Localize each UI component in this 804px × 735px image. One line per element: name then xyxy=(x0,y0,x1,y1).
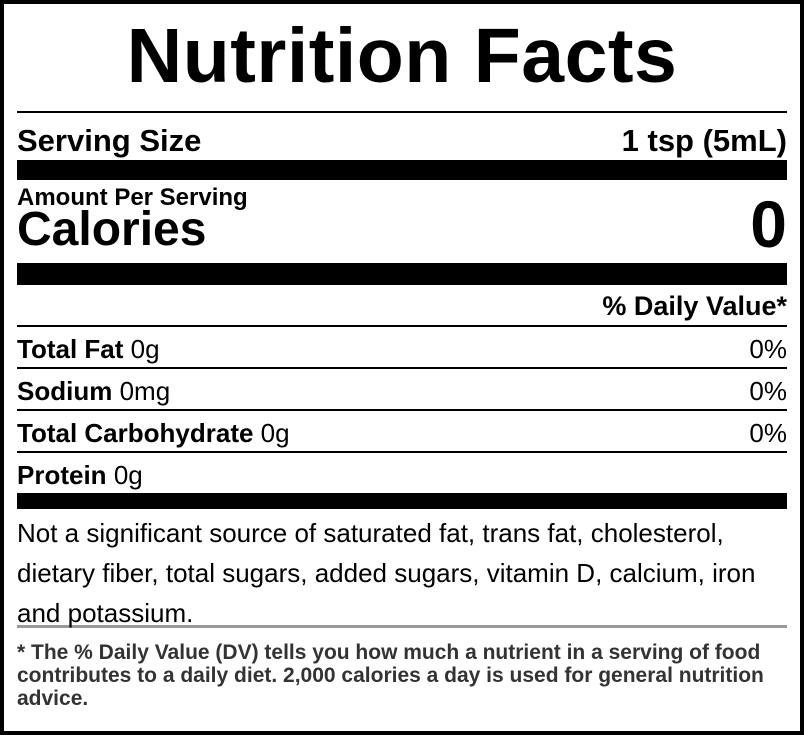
divider xyxy=(17,625,787,628)
nutrient-row: Total Fat 0g 0% xyxy=(17,327,787,369)
serving-size-value: 1 tsp (5mL) xyxy=(621,123,787,158)
nutrient-amount: 0g xyxy=(260,418,290,448)
serving-size-row: Serving Size 1 tsp (5mL) xyxy=(17,113,787,160)
nutrient-amount: 0mg xyxy=(119,376,171,406)
divider xyxy=(17,111,787,113)
nutrient-name: Total Carbohydrate xyxy=(17,418,254,448)
thick-divider xyxy=(17,493,787,509)
amount-per-serving: Amount Per Serving xyxy=(17,184,248,211)
daily-value-footnote: * The % Daily Value (DV) tells you how m… xyxy=(17,641,764,710)
not-significant-note: Not a significant source of saturated fa… xyxy=(17,518,756,628)
nutrient-dv: 0% xyxy=(749,376,787,406)
nutrient-dv: 0% xyxy=(749,418,787,448)
calories-label: Calories xyxy=(17,203,207,256)
nutrient-dv: 0% xyxy=(749,334,787,364)
calories-value: 0 xyxy=(750,187,787,261)
thick-divider xyxy=(17,263,787,285)
nutrient-row: Total Carbohydrate 0g 0% xyxy=(17,411,787,453)
nutrient-name: Total Fat xyxy=(17,334,124,364)
label-title: Nutrition Facts xyxy=(126,13,678,99)
nutrient-row: Protein 0g xyxy=(17,453,787,493)
calories-row: Calories 0 xyxy=(17,191,787,257)
serving-size-label: Serving Size xyxy=(17,123,202,158)
daily-value-header: % Daily Value* xyxy=(602,291,787,321)
nutrient-name: Protein xyxy=(17,460,107,490)
nutrient-amount: 0g xyxy=(130,334,160,364)
thick-divider xyxy=(17,160,787,180)
nutrient-amount: 0g xyxy=(113,460,143,490)
divider xyxy=(17,325,787,327)
nutrient-name: Sodium xyxy=(17,376,113,406)
nutrient-row: Sodium 0mg 0% xyxy=(17,369,787,411)
